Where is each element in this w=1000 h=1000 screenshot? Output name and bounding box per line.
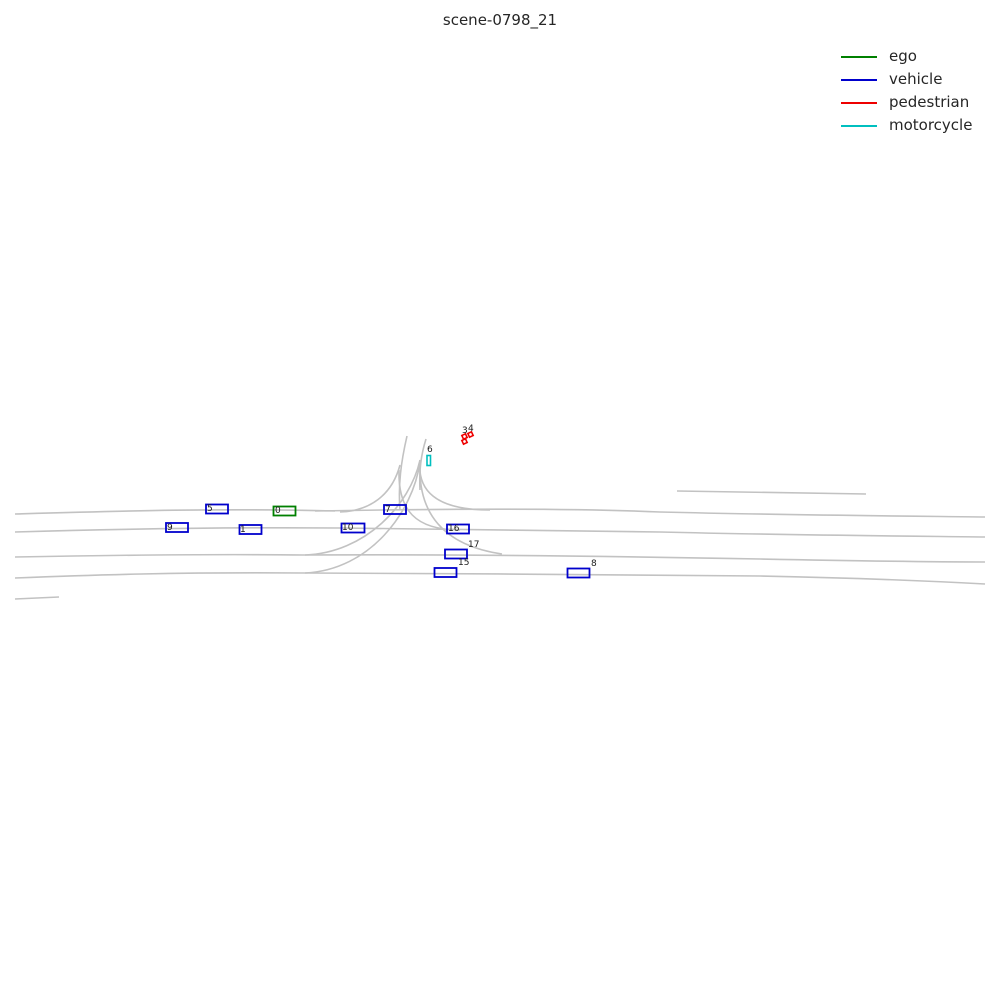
agent-label-4: 4 — [468, 424, 474, 434]
lane-line — [14, 572, 306, 579]
lane-line — [314, 508, 986, 518]
agent-label-5: 5 — [207, 504, 213, 514]
lane-line — [419, 469, 503, 555]
agent-label-10: 10 — [342, 523, 354, 533]
agent-box-pedestrian — [460, 437, 469, 446]
agent-box-ego — [272, 505, 297, 517]
agent-label-1: 1 — [240, 525, 246, 535]
lane-line — [14, 553, 306, 558]
lane-line — [14, 508, 336, 515]
agent-label-7: 7 — [385, 505, 391, 515]
lane-line — [418, 459, 491, 511]
agent-box-vehicle — [433, 567, 458, 578]
legend-swatch-ego — [841, 56, 877, 58]
legend-swatch-vehicle — [841, 79, 877, 81]
agent-box-vehicle — [238, 524, 263, 535]
agent-label-16: 16 — [448, 524, 460, 534]
legend-entry-motorcycle: motorcycle — [840, 114, 990, 137]
lane-line — [676, 490, 867, 495]
agent-box-vehicle — [444, 548, 468, 560]
agent-box-motorcycle — [426, 454, 432, 467]
agent-label-3: 3 — [462, 426, 468, 436]
lane-line — [14, 526, 341, 533]
scene-title: scene-0798_21 — [442, 11, 558, 29]
legend: ego vehicle pedestrian motorcycle — [840, 45, 990, 137]
agent-box-vehicle — [566, 567, 591, 579]
legend-label-vehicle: vehicle — [889, 70, 943, 88]
lane-line — [14, 596, 60, 600]
lane-line — [304, 553, 986, 563]
lane-line — [304, 572, 986, 585]
agent-box-vehicle — [205, 503, 229, 515]
legend-entry-ego: ego — [840, 45, 990, 68]
agent-label-15: 15 — [458, 558, 469, 568]
agent-box-vehicle — [340, 522, 366, 534]
agent-label-9: 9 — [167, 523, 173, 533]
agent-label-0: 0 — [275, 506, 281, 516]
legend-label-pedestrian: pedestrian — [889, 93, 970, 111]
agent-box-vehicle — [383, 504, 407, 515]
legend-swatch-motorcycle — [841, 125, 877, 127]
legend-label-motorcycle: motorcycle — [889, 116, 973, 134]
lane-line — [339, 464, 401, 513]
agent-label-8: 8 — [591, 559, 597, 569]
agent-box-vehicle — [165, 522, 189, 533]
legend-entry-vehicle: vehicle — [840, 68, 990, 91]
agent-label-17: 17 — [468, 540, 479, 550]
agent-label-6: 6 — [427, 445, 433, 455]
lane-line — [304, 459, 421, 556]
legend-label-ego: ego — [889, 47, 917, 65]
lane-line — [418, 438, 427, 491]
lane-line — [339, 527, 986, 538]
agent-box-pedestrian — [466, 430, 475, 439]
agents: 0 5 9 1 10 7 16 17 15 8 6 3 — [165, 424, 597, 579]
legend-entry-pedestrian: pedestrian — [840, 91, 990, 114]
lane-network — [14, 435, 986, 600]
lane-line — [304, 461, 421, 574]
legend-swatch-pedestrian — [841, 102, 877, 104]
agent-box-vehicle — [446, 523, 470, 535]
